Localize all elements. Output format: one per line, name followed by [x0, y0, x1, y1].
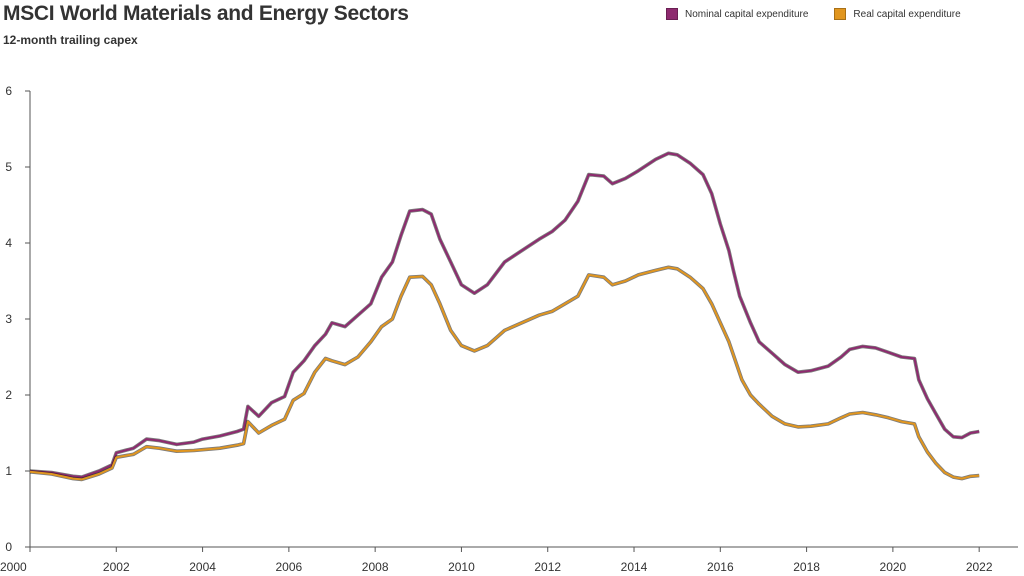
x-tick-label: 2022	[966, 560, 993, 574]
y-tick-label: 2	[5, 388, 12, 402]
x-tick-label: 2020	[880, 560, 907, 574]
y-tick-label: 4	[5, 236, 12, 250]
x-tick-label: 2006	[276, 560, 303, 574]
series-line-outline	[29, 151, 980, 479]
x-tick-label: 2008	[362, 560, 389, 574]
legend-swatch-nominal	[666, 8, 678, 20]
chart-title: MSCI World Materials and Energy Sectors	[3, 2, 409, 25]
x-tick-label: 2012	[534, 560, 561, 574]
chart-subtitle: 12-month trailing capex	[3, 33, 138, 47]
x-tick-label: 2014	[621, 560, 648, 574]
legend-label-real: Real capital expenditure	[853, 8, 961, 20]
y-tick-label: 1	[5, 464, 12, 478]
axes: 0 1 2 3 4 5 6 2000 2002 2004 2006 2008 2010 2012 2014 2…	[0, 84, 1018, 574]
series-line-real	[29, 266, 980, 481]
x-tick-label: 2004	[189, 560, 216, 574]
series-line-outline	[29, 265, 980, 482]
x-tick-label: 2000	[0, 560, 27, 574]
y-tick-label: 3	[5, 312, 12, 326]
legend-label-nominal: Nominal capital expenditure	[685, 8, 809, 20]
legend-item-nominal: Nominal capital expenditure	[666, 8, 808, 20]
y-tick-label: 0	[5, 540, 12, 554]
y-tick-label: 6	[5, 84, 12, 98]
y-tick-label: 5	[5, 160, 12, 174]
x-tick-label: 2002	[103, 560, 130, 574]
x-tick-label: 2010	[448, 560, 475, 574]
legend: Nominal capital expenditure Real capital…	[666, 8, 961, 20]
series-line-nominal	[29, 152, 980, 479]
x-tick-label: 2018	[793, 560, 820, 574]
legend-item-real: Real capital expenditure	[834, 8, 961, 20]
x-tick-label: 2016	[707, 560, 734, 574]
legend-swatch-real	[834, 8, 847, 20]
series-layer	[29, 151, 980, 482]
